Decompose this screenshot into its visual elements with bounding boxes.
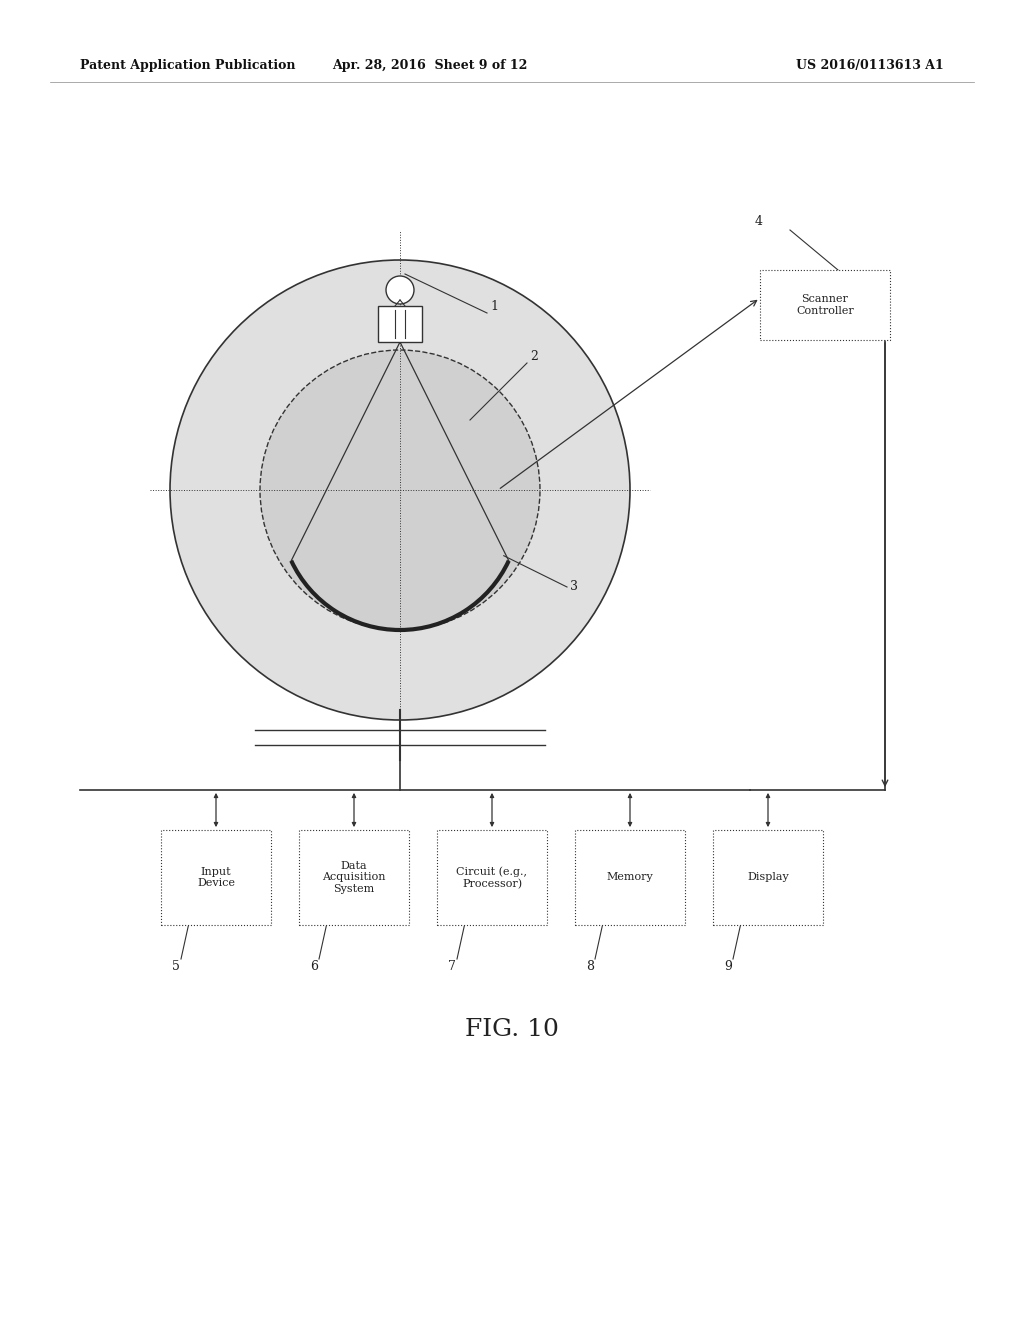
Bar	[760, 271, 890, 341]
Text: Data
Acquisition
System: Data Acquisition System	[323, 861, 386, 894]
Text: Input
Device: Input Device	[197, 867, 234, 888]
Circle shape	[170, 260, 630, 719]
Text: US 2016/0113613 A1: US 2016/0113613 A1	[796, 58, 944, 71]
Text: 2: 2	[530, 350, 538, 363]
Bar	[299, 830, 409, 925]
Text: Display: Display	[748, 873, 788, 883]
Text: 4: 4	[755, 215, 763, 228]
Bar	[575, 830, 685, 925]
Text: 6: 6	[310, 961, 318, 974]
Bar	[713, 830, 823, 925]
Text: 3: 3	[570, 579, 578, 593]
Circle shape	[260, 350, 540, 630]
Bar	[378, 306, 422, 342]
Text: 7: 7	[449, 961, 456, 974]
Circle shape	[386, 276, 414, 304]
Text: 1: 1	[490, 300, 498, 313]
Bar	[437, 830, 547, 925]
Text: 8: 8	[586, 961, 594, 974]
Text: 9: 9	[724, 961, 732, 974]
Text: Circuit (e.g.,
Processor): Circuit (e.g., Processor)	[457, 866, 527, 888]
Text: Scanner
Controller: Scanner Controller	[796, 294, 854, 315]
Bar	[161, 830, 271, 925]
Text: FIG. 10: FIG. 10	[465, 1019, 559, 1041]
Text: Memory: Memory	[606, 873, 653, 883]
Text: Apr. 28, 2016  Sheet 9 of 12: Apr. 28, 2016 Sheet 9 of 12	[333, 58, 527, 71]
Text: Patent Application Publication: Patent Application Publication	[80, 58, 296, 71]
Text: 5: 5	[172, 961, 180, 974]
